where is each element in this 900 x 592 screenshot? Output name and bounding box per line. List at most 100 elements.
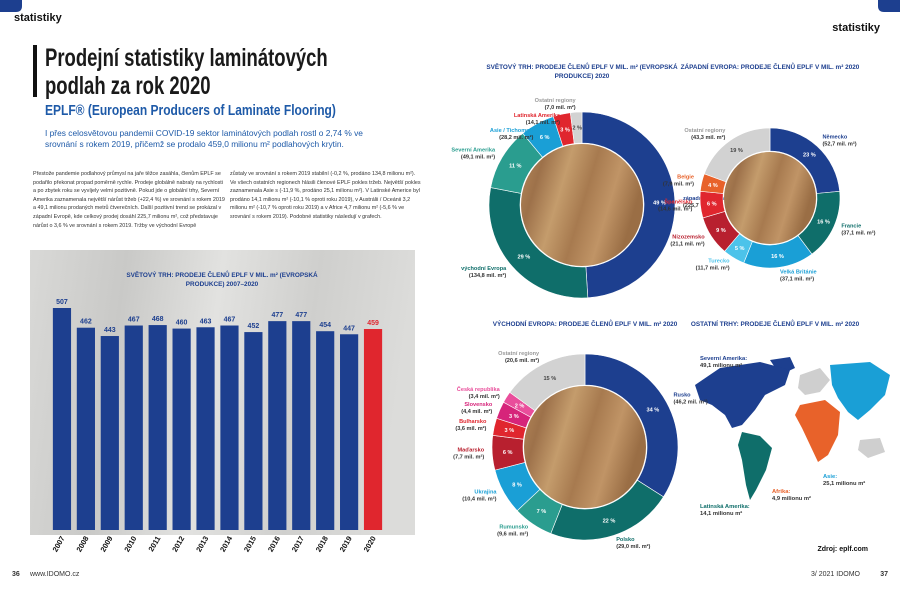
value-label: 477 [271, 312, 283, 319]
bar [124, 325, 143, 530]
segment-label: 34 % [647, 408, 660, 414]
source: Zdroj: eplf.com [817, 546, 868, 553]
x-tick-label: 2014 [218, 534, 235, 554]
category-label: Ostatní regiony [535, 98, 577, 104]
bar [52, 308, 72, 530]
value-label: 468 [152, 316, 164, 323]
pie-segment [581, 111, 676, 299]
category-label: Latinská Amerika [514, 113, 561, 119]
category-label: Německo [822, 134, 847, 140]
category-sublabel: (29,0 mil. m²) [616, 543, 650, 550]
bar [172, 328, 191, 530]
chart-title: ZÁPADNÍ EVROPA: PRODEJE ČLENŮ EPLF V MIL… [680, 64, 860, 71]
category-sublabel: (46,2 mil. m²) [674, 398, 708, 405]
category-sublabel: (20,6 mil. m²) [505, 357, 539, 364]
segment-label: 5 % [735, 246, 745, 252]
page-number: 37 [880, 571, 888, 578]
category-sublabel: (10,4 mil. m²) [462, 496, 496, 503]
category-label: Ostatní regiony [684, 128, 726, 134]
value-label: 467 [224, 317, 236, 324]
segment-label: 22 % [603, 519, 616, 525]
x-tick-label: 2020 [362, 535, 378, 554]
category-label: Španělsko [664, 197, 693, 205]
category-label: Belgie [677, 175, 694, 181]
page-number: 36 [12, 571, 20, 578]
pie-segment [703, 127, 771, 183]
bar [316, 331, 335, 530]
category-label: Česká republika [457, 386, 501, 393]
bar [363, 329, 383, 530]
continent [795, 400, 840, 462]
category-sublabel: (3,6 mil. m²) [455, 425, 486, 432]
category-label: Asie / Tichomoří [490, 128, 534, 134]
region-label: 14,1 milionu m² [700, 510, 742, 517]
segment-label: 23 % [803, 153, 816, 159]
title-rule [33, 45, 37, 97]
continent [830, 362, 890, 420]
bar [292, 321, 311, 530]
segment-label: 6 % [540, 135, 550, 141]
segment-label: 16 % [817, 220, 830, 226]
category-sublabel: (11,7 mil. m²) [696, 265, 730, 272]
value-label: 447 [343, 325, 355, 332]
continent [738, 432, 772, 500]
segment-label: 6 % [707, 202, 717, 208]
category-sublabel: (4,4 mil. m²) [461, 408, 492, 415]
x-tick-label: 2008 [74, 535, 90, 554]
value-label: 463 [200, 318, 212, 325]
category-label: Polsko [616, 537, 635, 543]
section-label: statistiky [14, 12, 62, 24]
body-column: zůstaly ve srovnání s rokem 2019 stabiln… [230, 171, 421, 220]
value-label: 459 [367, 320, 379, 327]
segment-label: 3 % [505, 428, 515, 434]
category-sublabel: (14,1 mil. m²) [526, 119, 560, 126]
x-tick-label: 2015 [242, 535, 258, 554]
category-sublabel: (3,4 mil. m²) [469, 393, 500, 400]
chart-title: VÝCHODNÍ EVROPA: PRODEJE ČLENŮ EPLF V MI… [492, 321, 678, 328]
bar [220, 325, 239, 530]
wood-center [524, 386, 646, 508]
category-label: Turecko [708, 259, 730, 265]
category-label: Rumunsko [499, 525, 528, 531]
x-tick-label: 2010 [122, 535, 138, 554]
x-tick-label: 2011 [146, 535, 162, 554]
x-tick-label: 2012 [170, 535, 186, 554]
wood-center [521, 144, 643, 266]
category-sublabel: (7,9 mil. m²) [663, 181, 694, 188]
category-label: Bulharsko [459, 419, 487, 425]
x-tick-label: 2017 [290, 535, 306, 554]
region-label: 4,9 milionu m² [772, 495, 811, 502]
value-label: 467 [128, 317, 140, 324]
x-tick-label: 2019 [338, 535, 354, 554]
category-label: Slovensko [464, 402, 493, 408]
category-sublabel: (9,6 mil. m²) [497, 531, 528, 538]
region-label: 49,1 milionu m² [700, 362, 742, 369]
value-label: 462 [80, 319, 92, 326]
body-column: Přestože pandemie podlahový průmysl na j… [33, 171, 225, 229]
issue: 3/ 2021 IDOMO [810, 571, 860, 578]
x-tick-label: 2013 [194, 535, 210, 554]
region-name: Severní Amerika: [700, 356, 747, 362]
europe [798, 368, 830, 395]
category-label: Francie [841, 224, 861, 230]
region-label: 25,1 milionu m² [823, 480, 865, 487]
category-label: Rusko [674, 392, 692, 398]
x-tick-label: 2009 [98, 535, 114, 554]
category-sublabel: (49,1 mil. m²) [461, 154, 495, 161]
segment-label: 11 % [509, 164, 521, 170]
category-sublabel: (134,8 mil. m²) [469, 272, 506, 279]
segment-label: 16 % [771, 254, 784, 260]
value-label: 477 [295, 312, 307, 319]
bar [148, 325, 167, 530]
segment-label: 7 % [537, 509, 547, 515]
segment-label: 19 % [730, 148, 743, 154]
segment-label: 29 % [517, 254, 530, 260]
wood-center [724, 152, 816, 244]
article-lead: I přes celosvětovou pandemii COVID-19 se… [45, 128, 363, 149]
bar [340, 334, 359, 530]
region-name: Afrika: [772, 489, 790, 495]
region-name: Asie: [823, 474, 837, 480]
pie-segment [570, 111, 583, 144]
corner-tab [0, 0, 22, 12]
